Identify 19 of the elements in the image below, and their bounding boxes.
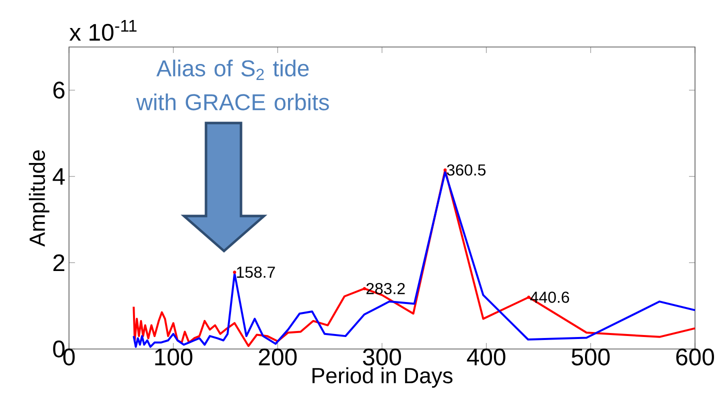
x-tick-label: 100 [155, 348, 192, 366]
text: x 10$^{-11}$ [69, 20, 137, 41]
annotation: 360.5 [446, 164, 486, 176]
annotation: Alias of S$_{2}$ tide with GRACE orbits [136, 60, 329, 110]
point [362, 287, 366, 290]
x-tick-label: 600 [676, 348, 714, 366]
x-tick-label: 300 [362, 348, 402, 366]
point [444, 168, 447, 172]
x-tick-label: 200 [258, 348, 297, 366]
annotation: 440.6 [530, 292, 570, 303]
y-tick-label: 4 [52, 168, 65, 185]
x-tick-label: 500 [572, 348, 610, 366]
x-tick-label: 400 [466, 348, 506, 366]
annotation: 283.2 [366, 282, 405, 294]
y-axis-title: Amplitude [28, 150, 50, 247]
y-tick-label: 2 [53, 254, 64, 272]
y-tick-label: 6 [53, 82, 64, 99]
x-axis-title: Period in Days [312, 367, 452, 388]
annotation: 158.7 [237, 266, 275, 278]
